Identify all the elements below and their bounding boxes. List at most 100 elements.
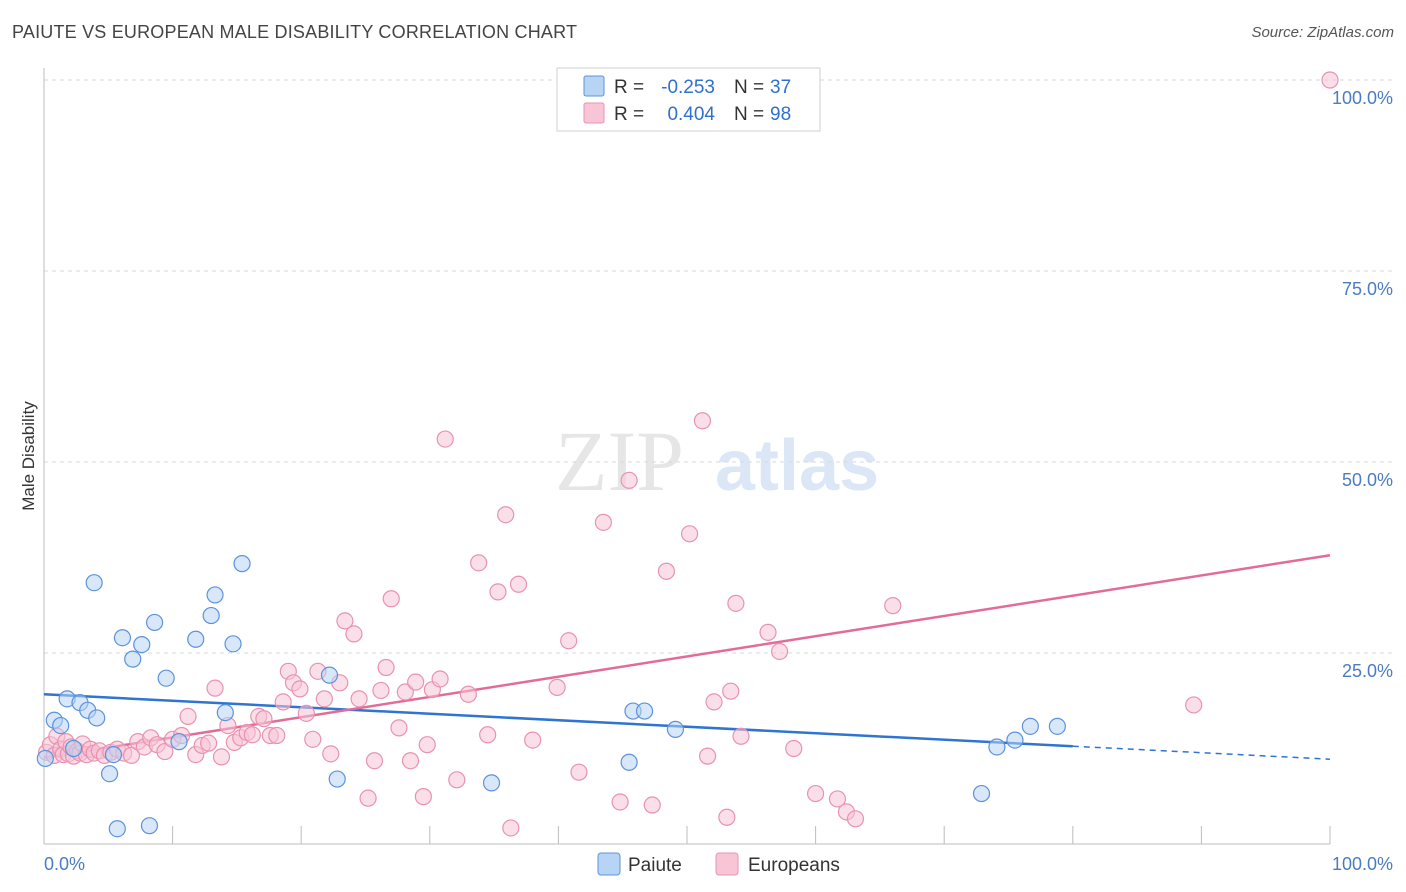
point-europeans bbox=[884, 597, 902, 615]
legend-n-value-paiute: 37 bbox=[770, 77, 791, 98]
point-europeans bbox=[479, 726, 497, 744]
point-europeans bbox=[372, 681, 390, 700]
point-europeans bbox=[785, 739, 803, 758]
point-europeans bbox=[414, 788, 432, 806]
point-paiute bbox=[145, 613, 164, 632]
point-paiute bbox=[620, 753, 638, 771]
point-paiute bbox=[36, 749, 54, 768]
point-europeans bbox=[401, 752, 420, 770]
point-europeans bbox=[297, 704, 315, 722]
legend-r-value-paiute: -0.253 bbox=[661, 77, 715, 98]
point-europeans bbox=[407, 673, 425, 691]
point-europeans bbox=[727, 594, 745, 612]
point-europeans bbox=[459, 685, 477, 703]
point-europeans bbox=[718, 808, 736, 826]
chart-source: Source: ZipAtlas.com bbox=[1251, 24, 1394, 41]
stats-legend: R = -0.253 N = 37 R = 0.404 N = 98 bbox=[556, 67, 821, 132]
point-paiute bbox=[88, 709, 106, 727]
point-paiute bbox=[224, 635, 242, 653]
point-paiute bbox=[1006, 731, 1024, 749]
point-europeans bbox=[179, 707, 197, 726]
point-europeans bbox=[560, 632, 578, 650]
point-europeans bbox=[611, 793, 629, 811]
point-paiute bbox=[202, 606, 220, 625]
point-europeans bbox=[570, 763, 588, 781]
point-europeans bbox=[1185, 696, 1203, 714]
point-paiute bbox=[124, 650, 142, 668]
point-europeans bbox=[470, 554, 488, 572]
point-paiute bbox=[100, 765, 119, 783]
point-europeans bbox=[732, 727, 750, 745]
legend-n-label-europeans: N = bbox=[734, 104, 764, 125]
point-europeans bbox=[156, 742, 174, 761]
legend-r-value-europeans: 0.404 bbox=[667, 104, 715, 125]
point-europeans bbox=[291, 680, 309, 698]
point-europeans bbox=[594, 513, 613, 531]
point-europeans bbox=[418, 736, 436, 754]
legend-r-label-europeans: R = bbox=[614, 104, 644, 125]
y-tick-label: 75.0% bbox=[1342, 279, 1393, 299]
point-europeans bbox=[200, 734, 218, 752]
point-europeans bbox=[345, 625, 363, 643]
point-paiute bbox=[108, 820, 126, 838]
point-paiute bbox=[972, 784, 991, 803]
point-europeans bbox=[846, 810, 865, 828]
point-europeans bbox=[1321, 71, 1339, 89]
series-legend-label-europeans: Europeans bbox=[748, 855, 840, 876]
x-tick-label-max: 100.0% bbox=[1332, 854, 1393, 874]
point-paiute bbox=[1048, 717, 1066, 735]
point-europeans bbox=[382, 590, 400, 608]
y-tick-labels: 25.0% 50.0% 75.0% 100.0% bbox=[1332, 88, 1393, 681]
legend-r-label-paiute: R = bbox=[614, 77, 644, 98]
point-europeans bbox=[620, 471, 638, 489]
point-paiute bbox=[52, 716, 70, 735]
watermark: ZIP atlas bbox=[555, 413, 879, 509]
point-paiute bbox=[216, 703, 234, 722]
watermark-atlas: atlas bbox=[715, 426, 879, 506]
y-tick-label: 50.0% bbox=[1342, 470, 1393, 490]
series-legend-label-paiute: Paiute bbox=[628, 855, 682, 876]
point-europeans bbox=[502, 819, 520, 837]
point-europeans bbox=[806, 784, 825, 803]
trend-lines bbox=[43, 553, 1331, 760]
point-europeans bbox=[828, 790, 847, 808]
point-europeans bbox=[436, 430, 454, 448]
point-europeans bbox=[255, 710, 273, 728]
point-paiute bbox=[320, 666, 339, 684]
series-legend-swatch-paiute bbox=[597, 852, 621, 876]
point-europeans bbox=[206, 679, 224, 697]
point-europeans bbox=[497, 506, 515, 524]
point-paiute bbox=[187, 630, 205, 648]
point-paiute bbox=[104, 746, 123, 764]
point-europeans bbox=[243, 726, 261, 744]
point-europeans bbox=[350, 690, 368, 708]
point-europeans bbox=[524, 731, 542, 749]
point-europeans bbox=[315, 690, 333, 708]
x-tick-label-min: 0.0% bbox=[44, 854, 85, 874]
point-europeans bbox=[390, 719, 408, 737]
point-europeans bbox=[693, 412, 712, 430]
point-europeans bbox=[431, 670, 449, 688]
point-europeans bbox=[268, 726, 286, 745]
point-paiute bbox=[328, 770, 346, 788]
legend-n-label-paiute: N = bbox=[734, 77, 764, 98]
point-paiute bbox=[482, 774, 501, 792]
trend-line-paiute bbox=[43, 693, 1073, 748]
point-europeans bbox=[365, 752, 384, 770]
x-ticks bbox=[43, 826, 1331, 844]
legend-n-value-europeans: 98 bbox=[770, 104, 791, 125]
point-europeans bbox=[359, 789, 377, 807]
point-europeans bbox=[770, 642, 789, 661]
y-tick-label: 100.0% bbox=[1332, 88, 1393, 108]
point-europeans bbox=[643, 796, 661, 814]
point-europeans bbox=[322, 745, 340, 763]
trend-line-extension-paiute bbox=[1072, 745, 1331, 760]
point-europeans bbox=[274, 693, 292, 711]
point-paiute bbox=[140, 817, 159, 835]
point-europeans bbox=[680, 525, 699, 543]
point-paiute bbox=[113, 629, 132, 647]
point-paiute bbox=[133, 635, 151, 654]
y-axis-title: Male Disability bbox=[19, 401, 38, 511]
point-europeans bbox=[657, 562, 676, 580]
